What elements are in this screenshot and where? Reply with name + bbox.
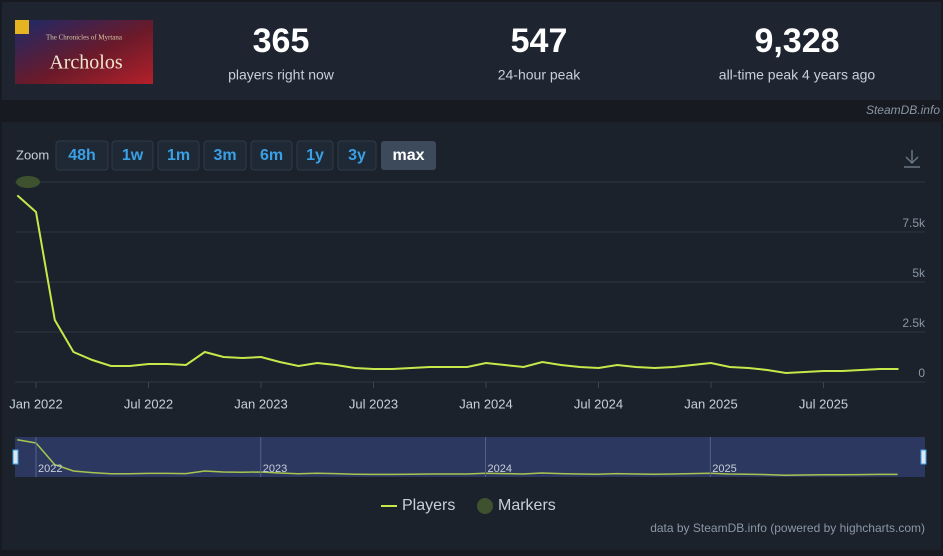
zoom-label: Zoom [16, 147, 49, 162]
stat-value: 9,328 [754, 22, 839, 60]
stat-label: 24-hour peak [498, 67, 582, 83]
header-panel [2, 2, 941, 100]
zoom-button[interactable] [250, 140, 293, 171]
x-tick-label: Jan 2024 [459, 396, 513, 411]
logo-subtitle: The Chronicles of Myrtana [46, 34, 123, 42]
zoom-button[interactable] [111, 140, 154, 171]
navigator-label: 2023 [263, 463, 287, 475]
x-tick-label: Jul 2024 [574, 396, 623, 411]
zoom-buttons: 48h 1w 1m 3m 6m 1y 3y max [55, 140, 436, 171]
plot: 0 2.5k 5k 7.5k Jan 2022 Jul 2022 Jan 2023 Jul 2… [9, 176, 927, 514]
zoom-button-label[interactable]: 3m [213, 147, 236, 164]
x-tick-label: Jan 2023 [234, 396, 288, 411]
marker [16, 176, 40, 188]
zoom-button[interactable] [55, 140, 109, 171]
zoom-button-label[interactable]: 48h [68, 147, 96, 164]
stats: 365 players right now 547 24-hour peak 9,328… [228, 22, 875, 83]
navigator-window [15, 437, 925, 477]
x-tick-label: Jan 2022 [9, 396, 63, 411]
game-logo [15, 20, 153, 84]
x-tick-label: Jan 2025 [684, 396, 738, 411]
zoom-button[interactable] [203, 140, 247, 171]
navigator-handle[interactable] [12, 449, 19, 465]
zoom-button-label[interactable]: 1y [306, 147, 324, 164]
zoom-button-label[interactable]: max [392, 147, 424, 164]
zoom-button-label[interactable]: 1m [167, 147, 190, 164]
stat-label: all-time peak 4 years ago [719, 67, 876, 83]
source: SteamDB.info [866, 103, 940, 117]
logo-title: Archolos [49, 52, 123, 74]
legend-marker [477, 498, 493, 514]
x-tick-label: Jul 2022 [124, 396, 173, 411]
y-tick-label: 5k [912, 266, 926, 280]
y-tick-label: 2.5k [902, 316, 926, 330]
series-line [16, 194, 899, 375]
zoom-button-label[interactable]: 6m [260, 147, 283, 164]
x-tick-label: Jul 2023 [349, 396, 398, 411]
download-icon[interactable] [904, 150, 920, 168]
stat-label: players right now [228, 67, 335, 83]
navigator-line [17, 438, 898, 476]
navigator-label: 2022 [38, 463, 62, 475]
zoom-button-label[interactable]: 3y [348, 147, 366, 164]
y-tick-label: 7.5k [902, 216, 926, 230]
zoom-button[interactable] [337, 140, 377, 171]
zoom-button-label[interactable]: 1w [122, 147, 144, 164]
x-tick-label: Jul 2025 [799, 396, 848, 411]
credit: data by SteamDB.info (powered by highcha… [650, 521, 925, 535]
logo-badge [15, 20, 29, 34]
navigator-handle[interactable] [920, 449, 927, 465]
navigator-label: 2024 [488, 463, 512, 475]
legend-label[interactable]: Markers [498, 497, 556, 514]
stat-value: 365 [253, 22, 310, 60]
zoom-button[interactable] [296, 140, 334, 171]
zoom-button[interactable] [157, 140, 200, 171]
download-glyph[interactable] [904, 150, 920, 168]
stat-value: 547 [511, 22, 568, 60]
navigator-label: 2025 [712, 463, 736, 475]
chart-panel [2, 122, 941, 550]
zoom-button[interactable] [381, 141, 436, 170]
y-tick-label: 0 [918, 366, 925, 380]
legend-label[interactable]: Players [402, 497, 455, 514]
